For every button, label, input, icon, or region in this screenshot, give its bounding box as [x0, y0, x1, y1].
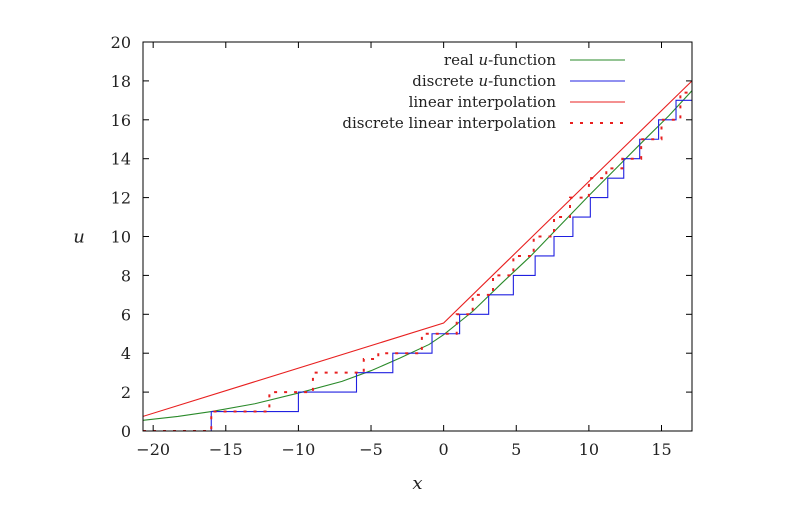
series-discrete-linear-interpolation [143, 91, 692, 431]
legend-label: discrete u-function [412, 72, 556, 90]
x-tick-label: 0 [439, 440, 449, 459]
y-tick-label: 2 [121, 383, 131, 402]
x-axis-label: x [412, 473, 422, 494]
plot-series [143, 80, 692, 431]
x-tick-label: −10 [282, 440, 316, 459]
legend-label: discrete linear interpolation [342, 114, 556, 132]
y-tick-label: 12 [111, 189, 131, 208]
x-tick-label: −20 [136, 440, 170, 459]
x-tick-label: 15 [651, 440, 671, 459]
legend-label-part: u [478, 72, 488, 90]
y-axis-label: u [73, 227, 85, 248]
y-tick-label: 10 [111, 228, 131, 247]
series-real-u-function [143, 90, 692, 421]
y-tick-label: 4 [121, 344, 131, 363]
y-tick-label: 8 [121, 266, 131, 285]
legend-label-part: linear interpolation [409, 93, 557, 111]
y-tick-label: 16 [111, 111, 131, 130]
series-discrete-u-function [143, 99, 692, 431]
legend-label: linear interpolation [409, 93, 557, 111]
axis-ticks: −20 −15 −10 −5 0 5 10 15 0 2 4 6 8 10 12 14 16 18 20 [111, 33, 692, 459]
x-tick-label: −5 [359, 440, 383, 459]
legend-label-part: -function [488, 51, 556, 69]
legend-label-part: u [478, 51, 488, 69]
legend-label-part: real [444, 51, 479, 69]
y-tick-label: 14 [111, 150, 131, 169]
x-tick-label: 10 [579, 440, 599, 459]
legend-label-part: discrete linear interpolation [342, 114, 556, 132]
y-tick-label: 6 [121, 305, 131, 324]
y-tick-label: 18 [111, 72, 131, 91]
x-tick-label: −15 [209, 440, 243, 459]
series-linear-interpolation [143, 80, 692, 417]
y-tick-label: 20 [111, 33, 131, 52]
x-tick-label: 5 [511, 440, 521, 459]
y-tick-label: 0 [121, 422, 131, 441]
legend-label: real u-function [444, 51, 556, 69]
legend-label-part: -function [488, 72, 556, 90]
legend-label-part: discrete [412, 72, 478, 90]
